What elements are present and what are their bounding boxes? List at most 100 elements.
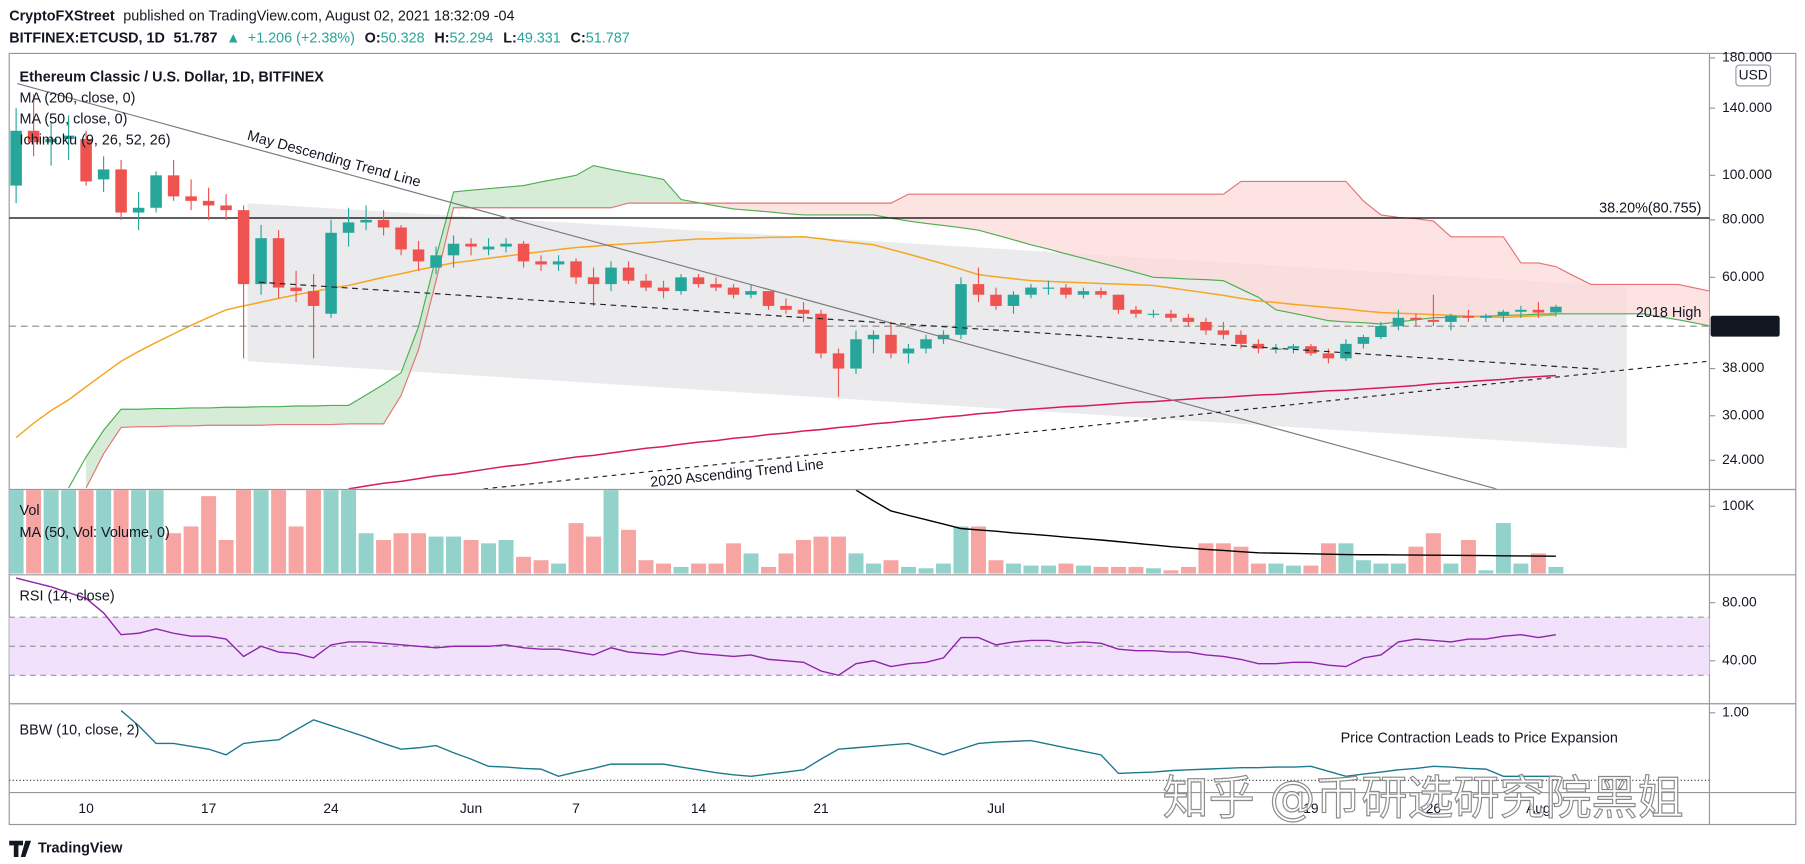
volume-bar [1408, 546, 1424, 574]
cloud [453, 190, 472, 208]
cloud [138, 408, 157, 427]
volume-bar [1390, 563, 1406, 574]
cloud [1030, 194, 1049, 250]
volume-bar [796, 539, 811, 574]
axes: 24.000 30.000 38.000 60.000 80.000 100.000 140… [78, 49, 1780, 816]
candle-body [990, 294, 1002, 306]
cloud [366, 384, 384, 424]
candle-body [1532, 309, 1545, 313]
legend-entry: MA (50, Vol: Volume, 0) [20, 525, 170, 541]
candle-body [710, 284, 722, 288]
volume-bar [498, 539, 514, 574]
cloud [786, 203, 804, 215]
candle-body [762, 291, 775, 306]
volume-bar [1128, 566, 1144, 574]
candle-body [150, 175, 162, 208]
cloud [1608, 284, 1626, 314]
volume-bar [1005, 563, 1021, 574]
cloud [1118, 194, 1136, 273]
volume-bar [1495, 523, 1511, 574]
volume-bar [131, 490, 147, 574]
cloud [1590, 284, 1609, 314]
price-label-box [1710, 315, 1780, 337]
level-label: 38.20%(80.755) [1599, 201, 1701, 217]
candle-body [1305, 346, 1317, 354]
cloud [1660, 284, 1679, 320]
logo-text: TradingView [38, 841, 123, 857]
cloud [593, 165, 612, 208]
cloud [768, 203, 787, 214]
y-tick-label: 38.000 [1722, 359, 1764, 375]
candle-body [1025, 287, 1037, 295]
cloud [855, 203, 874, 215]
candle-body [272, 238, 285, 288]
volume-bar [970, 526, 986, 574]
candle-body [1060, 287, 1072, 295]
candle-body [1077, 291, 1090, 295]
volume-bar [9, 490, 24, 574]
volume-bar [831, 536, 846, 574]
x-tick-label: 26 [1426, 800, 1442, 816]
symbol: BITFINEX:ETCUSD, 1D [9, 30, 165, 46]
candle-body [1112, 294, 1125, 310]
cloud [978, 194, 996, 235]
candle-body [745, 291, 757, 295]
currency-button[interactable] [1735, 64, 1772, 87]
cloud [943, 194, 961, 228]
cloud [86, 430, 104, 488]
y-tick-label: 80.000 [1722, 211, 1764, 227]
volume-bar [1023, 565, 1039, 574]
candle-body [325, 232, 337, 314]
candle-body [797, 309, 810, 314]
volume-bar [673, 566, 689, 574]
candle-body [535, 261, 547, 265]
volume-bar [1548, 566, 1564, 574]
candle-body [97, 169, 110, 180]
cloud [121, 409, 139, 428]
candle-body [45, 138, 57, 143]
y-tick-label: 80.00 [1722, 593, 1757, 609]
candle-body [27, 130, 40, 143]
candle-body [395, 227, 407, 250]
volume-bar [1530, 553, 1546, 574]
x-tick-label: 24 [323, 800, 339, 816]
cloud [1450, 236, 1469, 318]
cloud [313, 405, 332, 425]
cloud [558, 175, 577, 208]
volume-bar [1110, 566, 1126, 574]
candle-body [1550, 306, 1562, 313]
volume-bar [306, 490, 322, 574]
publisher: CryptoFXStreet [9, 8, 115, 24]
header-line: CryptoFXStreet published on TradingView.… [9, 8, 514, 24]
cloud [418, 257, 437, 350]
leading-span-b [85, 180, 1710, 489]
candle-body [342, 222, 355, 233]
cloud [1678, 284, 1696, 324]
price-pane [9, 94, 1710, 489]
candle-body [360, 219, 372, 223]
volume-bar [1058, 563, 1074, 574]
candle-body [675, 277, 687, 292]
candle-body [1410, 317, 1422, 320]
volume-bar [953, 526, 969, 574]
candle-body [955, 284, 967, 335]
volume-bar [551, 563, 567, 574]
volume-ma [855, 490, 1556, 557]
cloud [261, 406, 279, 426]
cloud [1293, 181, 1311, 317]
bbw-pane [9, 710, 1710, 781]
volume-bar [586, 536, 602, 574]
candle-body [62, 135, 75, 139]
cloud [1573, 275, 1591, 314]
cloud [1538, 262, 1556, 315]
cloud [908, 194, 926, 224]
volume-bar [533, 560, 549, 574]
currency[interactable]: USD [1739, 67, 1768, 83]
volume-bar [1373, 563, 1389, 574]
descending-trend-line [17, 83, 1497, 489]
volume-bar [96, 490, 112, 574]
x-tick-label: Jul [987, 800, 1005, 816]
cloud [628, 172, 647, 204]
